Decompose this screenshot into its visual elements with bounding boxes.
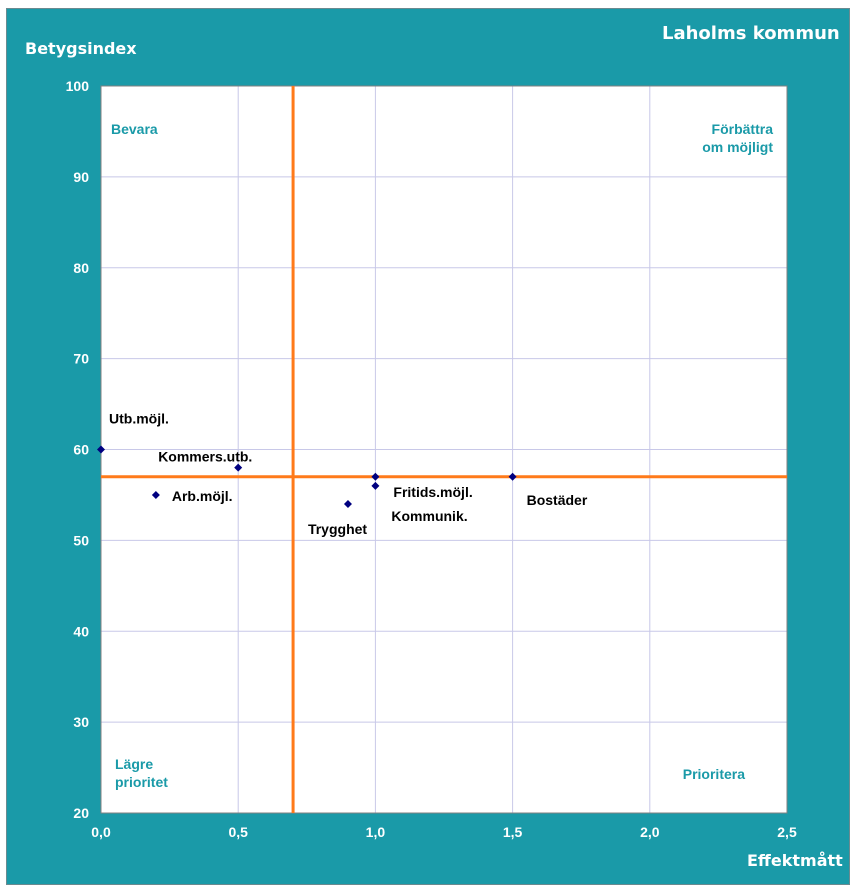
x-tick-label: 2,0 [640,824,660,840]
quadrant-label-bottom-right: Prioritera [683,766,745,782]
chart-title: Laholms kommun [662,23,840,44]
point-label: Kommers.utb. [158,449,252,465]
y-tick-label: 90 [73,169,89,185]
y-tick-label: 30 [73,714,89,730]
quadrant-label-bottom-left: prioritet [115,774,168,790]
data-point [151,490,160,499]
y-tick-labels: 20 30 40 50 60 70 80 90 100 [66,78,90,821]
y-axis-title: Betygsindex [25,39,137,58]
data-points [97,445,517,509]
quadrant-label-top-right: om möjligt [702,139,773,155]
point-label: Fritids.möjl. [393,484,472,500]
point-label: Bostäder [527,492,588,508]
x-tick-label: 0,5 [228,824,248,840]
data-point [343,500,352,509]
y-tick-label: 40 [73,623,89,639]
point-label: Kommunik. [391,508,467,524]
x-tick-label: 0,0 [91,824,111,840]
data-point [97,445,105,454]
quadrant-label-top-right: Förbättra [712,121,774,137]
y-tick-label: 70 [73,351,89,367]
reference-lines [101,86,787,813]
data-point [234,463,243,472]
x-tick-label: 1,0 [366,824,386,840]
quadrant-label-top-left: Bevara [111,121,158,137]
y-tick-label: 60 [73,442,89,458]
x-tick-label: 2,5 [777,824,797,840]
data-point [508,472,517,481]
point-label: Trygghet [308,521,367,537]
y-tick-label: 20 [73,805,89,821]
quadrant-labels: Bevara Förbättra om möjligt Lägre prioritet P… [111,121,773,790]
x-tick-labels: 0,0 0,5 1,0 1,5 2,0 2,5 [91,824,797,840]
y-tick-label: 80 [73,260,89,276]
x-axis-title: Effektmått [747,851,843,870]
point-labels: Utb.möjl. Kommers.utb. Arb.möjl. Trygghet Fr… [109,411,588,538]
y-tick-label: 100 [66,78,90,94]
point-label: Arb.möjl. [172,488,233,504]
point-label: Utb.möjl. [109,411,169,427]
quadrant-label-bottom-left: Lägre [115,756,153,772]
x-tick-label: 1,5 [503,824,523,840]
data-point [371,472,380,481]
y-tick-label: 50 [73,532,89,548]
data-point [371,481,380,490]
